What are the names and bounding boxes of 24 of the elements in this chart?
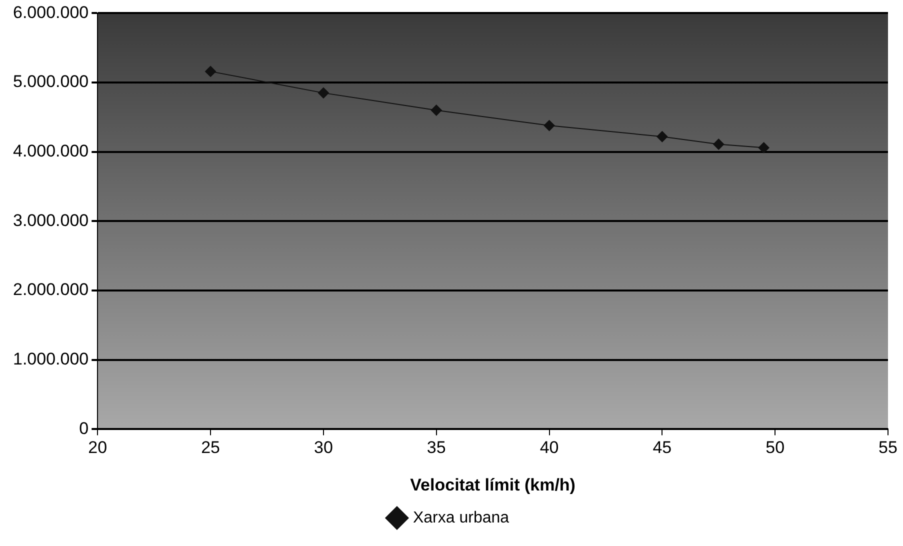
y-tick-label: 3.000.000 [12,210,89,230]
y-tick-label: 6.000.000 [12,2,89,22]
y-tick-label: 1.000.000 [12,350,89,369]
x-tick-label: 55 [878,438,898,458]
point [318,87,329,98]
x-tick-label: 25 [201,438,220,458]
y-tick-label: 5.000.000 [12,72,89,92]
x-tick-label: 35 [426,438,446,458]
x-tick-label: 40 [540,438,559,458]
y-tick-label: 2.000.000 [12,280,89,300]
x-tick-label: 30 [314,438,333,458]
point [544,120,555,132]
y-tick-label: 4.000.000 [12,142,89,161]
x-axis-title: Velocitat límit (km/h) [410,475,576,494]
point [430,104,442,116]
point [758,142,770,154]
x-tick-label: 20 [88,438,108,458]
point [713,138,724,150]
point [656,131,668,142]
legend-label: Xarxa urbana [412,509,510,526]
y-tick-label: 0 [79,418,89,438]
point [205,66,216,77]
x-tick-label: 50 [766,438,785,458]
x-tick-label: 45 [652,438,672,458]
